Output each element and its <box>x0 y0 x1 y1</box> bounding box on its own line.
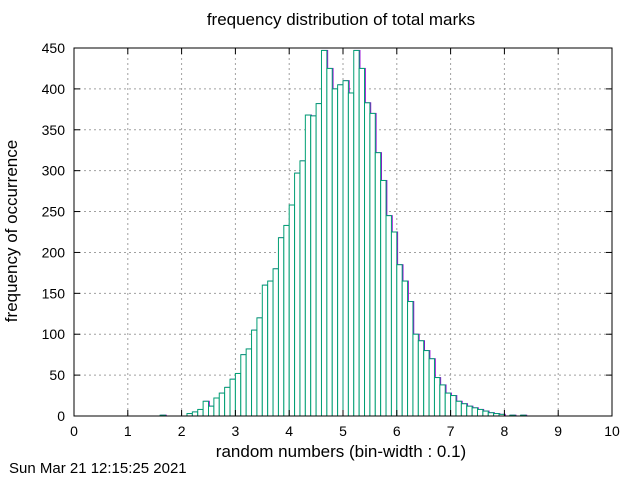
y-tick-label: 400 <box>42 81 66 97</box>
histogram-bar <box>417 340 425 417</box>
histogram-bar <box>251 329 258 417</box>
histogram-bar <box>224 386 231 417</box>
x-tick-label: 6 <box>393 423 401 439</box>
chart-title: frequency distribution of total marks <box>207 10 475 29</box>
histogram-bar <box>202 400 209 417</box>
histogram-bar <box>364 102 371 417</box>
y-tick-label: 150 <box>42 285 66 301</box>
histogram-bar <box>294 172 301 417</box>
y-tick-label: 250 <box>42 204 66 220</box>
histogram-bar <box>385 215 392 417</box>
histogram-bar <box>466 405 473 417</box>
histogram-bar <box>396 264 403 417</box>
y-tick-label: 450 <box>42 40 66 56</box>
x-tick-label: 3 <box>232 423 240 439</box>
x-tick-label: 1 <box>124 423 132 439</box>
histogram-bar <box>455 400 462 417</box>
histogram-bar <box>433 377 441 417</box>
histogram-bar <box>439 384 446 417</box>
histogram-bar <box>471 407 478 417</box>
y-tick-labels: 0 50 100 150 200 250 300 350 400 450 <box>42 40 66 424</box>
x-axis-title: random numbers (bin-width : 0.1) <box>216 442 466 461</box>
x-tick-label: 7 <box>447 423 455 439</box>
histogram-bar <box>380 179 387 417</box>
histogram-bar <box>450 395 457 417</box>
histogram-bar <box>240 354 247 417</box>
histogram-bar <box>218 392 226 417</box>
x-tick-labels: 0 1 2 3 4 5 6 7 8 9 10 <box>70 423 620 439</box>
y-tick-label: 50 <box>49 367 65 383</box>
y-tick-label: 100 <box>42 326 66 342</box>
histogram-bar <box>326 67 333 417</box>
histogram-bar <box>337 84 344 417</box>
histogram-bar <box>460 403 468 417</box>
histogram-bar <box>342 80 349 417</box>
histogram-bar <box>320 49 328 417</box>
histogram-bar <box>315 103 322 417</box>
histogram-bar <box>245 348 253 417</box>
histogram-bar <box>358 67 366 417</box>
histogram-bar <box>213 397 220 417</box>
x-tick-label: 2 <box>178 423 186 439</box>
histogram-bar <box>277 237 285 417</box>
x-tick-label: 4 <box>285 423 293 439</box>
x-tick-label: 8 <box>501 423 509 439</box>
histogram-bar <box>256 317 263 417</box>
y-tick-label: 0 <box>57 408 65 424</box>
histogram-bar <box>374 152 382 417</box>
x-tick-label: 9 <box>554 423 562 439</box>
histogram-bar <box>401 280 409 417</box>
histogram-bar <box>407 301 414 417</box>
y-tick-label: 300 <box>42 163 66 179</box>
histogram-bar <box>272 268 279 417</box>
histogram-bar <box>444 392 452 417</box>
histogram-bar <box>428 358 435 417</box>
histogram-bar <box>197 408 204 417</box>
timestamp-label: Sun Mar 21 12:15:25 2021 <box>9 460 187 477</box>
histogram-bar <box>191 411 199 417</box>
histogram-bar <box>229 378 236 417</box>
histogram-bar <box>369 112 376 417</box>
y-axis-title: frequency of occurrence <box>2 140 21 322</box>
histogram-bar <box>299 160 306 417</box>
bars-layer <box>159 49 527 417</box>
y-tick-label: 200 <box>42 244 66 260</box>
histogram-bar <box>267 280 274 417</box>
histogram-bar <box>261 284 269 417</box>
histogram-bar <box>234 372 242 417</box>
x-tick-label: 10 <box>604 423 620 439</box>
histogram-bar <box>208 405 215 417</box>
axis-ticks <box>73 47 613 417</box>
histogram-bar <box>423 350 430 417</box>
histogram-bar <box>288 204 296 417</box>
histogram-bar <box>283 224 290 417</box>
histogram-bar <box>347 92 355 417</box>
histogram-bar <box>390 231 398 417</box>
y-tick-label: 350 <box>42 122 66 138</box>
histogram-bar <box>412 333 419 417</box>
histogram-bar <box>477 408 484 417</box>
histogram-bar <box>331 88 339 417</box>
histogram-bar <box>482 410 489 417</box>
x-tick-label: 0 <box>70 423 78 439</box>
histogram-bar <box>304 114 312 417</box>
x-tick-label: 5 <box>339 423 347 439</box>
histogram-bar <box>353 49 360 417</box>
histogram-bar <box>310 115 317 417</box>
